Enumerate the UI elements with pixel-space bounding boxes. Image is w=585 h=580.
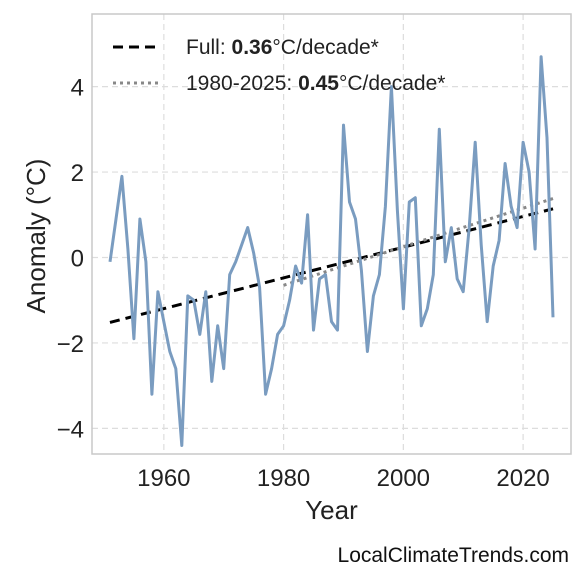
legend-label: Full: 0.36°C/decade* [186, 36, 379, 59]
watermark: LocalClimateTrends.com [337, 544, 569, 567]
grid [92, 14, 571, 454]
plot-frame [91, 13, 572, 455]
legend: Full: 0.36°C/decade* 1980-2025: 0.45°C/de… [113, 36, 445, 95]
x-tick-label: 2000 [377, 465, 430, 492]
y-tick-label: 0 [71, 245, 84, 272]
x-tick-label: 2020 [496, 465, 549, 492]
x-tick-labels: 1960 1980 2000 2020 [137, 465, 550, 492]
full-trend-line [109, 207, 554, 324]
y-tick-label: 2 [71, 160, 84, 187]
x-axis-label: Year [305, 495, 358, 525]
y-tick-label: 4 [71, 75, 84, 102]
y-axis-label: Anomaly (°C) [21, 159, 51, 314]
y-tick-label: −2 [57, 331, 84, 358]
y-tick-labels: −4 −2 0 2 4 [57, 75, 84, 444]
legend-label: 1980-2025: 0.45°C/decade* [186, 72, 445, 95]
x-tick-label: 1980 [257, 465, 310, 492]
data-series [108, 55, 555, 447]
y-tick-label: −4 [57, 416, 84, 443]
anomaly-line [108, 55, 555, 447]
x-tick-label: 1960 [137, 465, 190, 492]
